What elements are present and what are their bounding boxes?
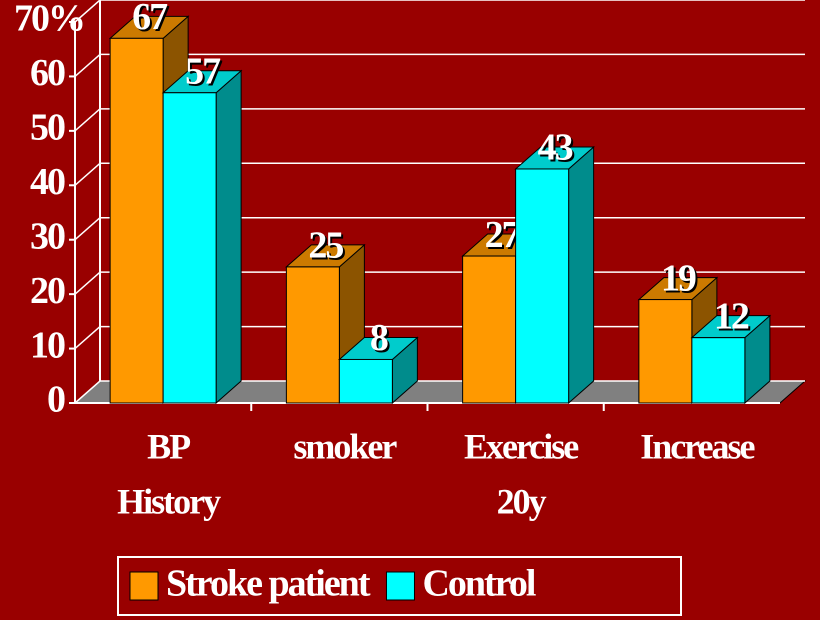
- bar: [109, 37, 164, 404]
- y-tick-label: 10: [30, 324, 65, 366]
- x-tick-label: BP: [147, 426, 190, 466]
- value-label: 25: [308, 225, 343, 267]
- grid-line-side: [74, 326, 101, 350]
- legend-box: [117, 556, 682, 616]
- value-label: 43: [538, 127, 573, 169]
- bar: [162, 92, 217, 404]
- y-tick-label: 30: [30, 215, 65, 257]
- x-tick-label: Increase: [640, 426, 755, 466]
- value-label: 67: [132, 0, 168, 38]
- grid-line-side: [74, 271, 101, 295]
- bar: [515, 168, 570, 404]
- y-tick-label: 60: [30, 52, 65, 94]
- y-tick-label: 20: [30, 270, 65, 312]
- bar: [338, 358, 393, 404]
- y-tick-label: 70%: [14, 0, 84, 40]
- bar: [638, 299, 693, 404]
- legend-swatch: [385, 571, 415, 601]
- x-tick-label: 20y: [497, 481, 547, 521]
- grid-line-side: [74, 217, 101, 241]
- y-tick-label: 50: [30, 107, 65, 149]
- bar-side: [568, 145, 595, 405]
- value-label: 8: [370, 317, 388, 359]
- x-tick-label: History: [117, 481, 221, 521]
- bar: [691, 337, 746, 404]
- value-label: 57: [185, 50, 221, 92]
- legend-label: Control: [422, 563, 535, 605]
- y-tick-label: 0: [47, 379, 65, 421]
- grid-line-side: [74, 108, 101, 132]
- value-label: 12: [714, 295, 749, 337]
- legend-swatch: [129, 571, 159, 601]
- bar: [285, 266, 340, 404]
- grid-line-side: [74, 53, 101, 77]
- bar: [462, 255, 517, 404]
- y-tick-label: 40: [30, 161, 65, 203]
- value-label: 19: [661, 257, 696, 299]
- bar-side: [215, 69, 242, 405]
- x-tick-label: Exercise: [464, 426, 579, 466]
- grid-line-side: [74, 380, 101, 404]
- grid-line-side: [74, 162, 101, 186]
- x-tick-label: smoker: [293, 426, 397, 466]
- grid-line-side: [74, 0, 101, 23]
- legend-label: Stroke patient: [166, 563, 371, 605]
